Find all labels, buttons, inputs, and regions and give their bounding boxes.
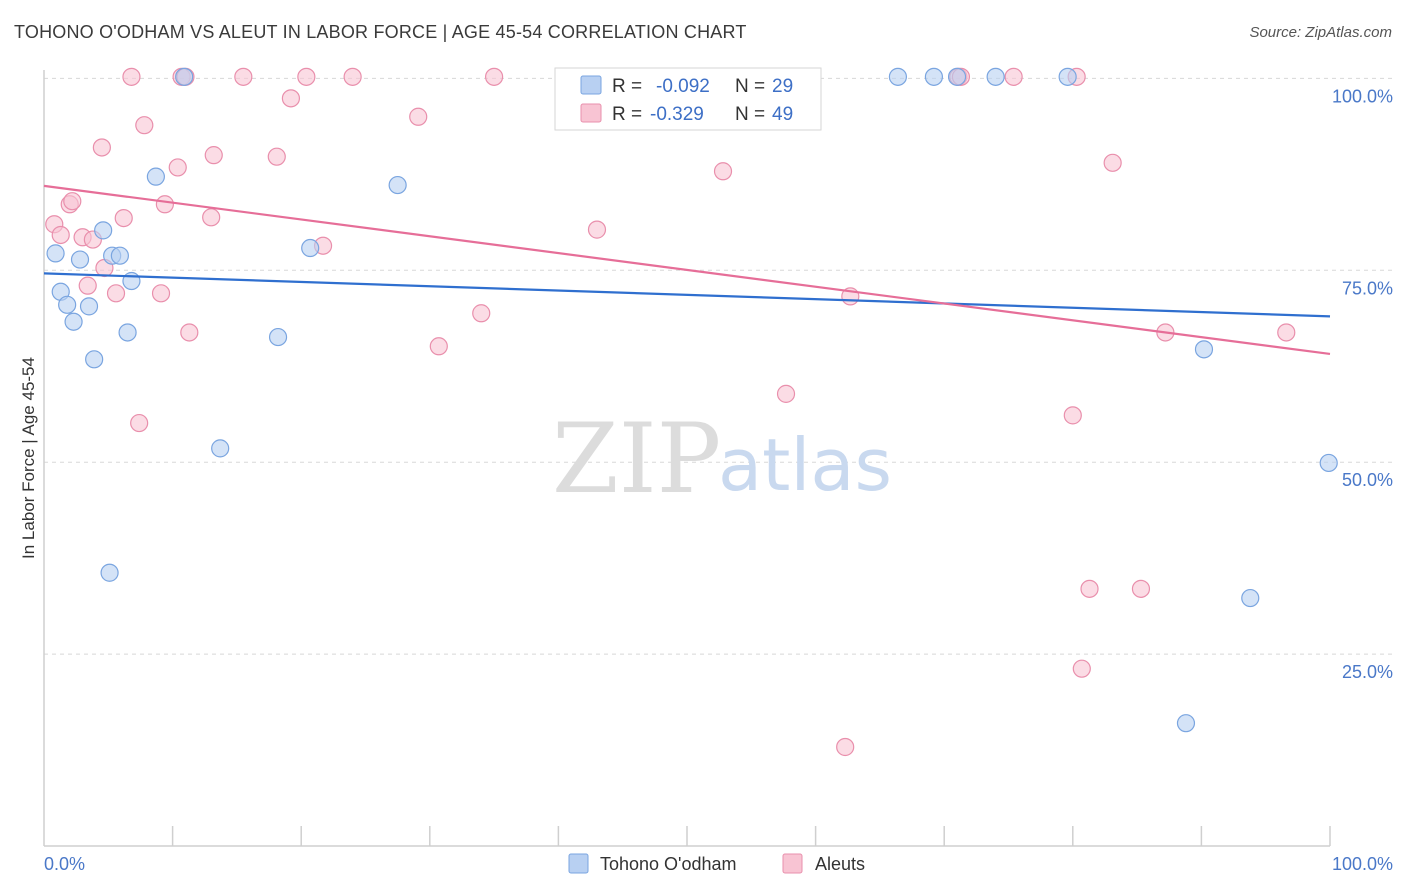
aleuts-point-46 xyxy=(1131,579,1151,598)
series-legend-label-aleuts: Aleuts xyxy=(815,854,865,874)
watermark-zip: ZIP xyxy=(552,403,721,515)
tohono-point-17 xyxy=(301,238,320,258)
legend-n-label-2: N = xyxy=(735,104,765,125)
aleuts-point-21 xyxy=(202,208,221,227)
tohono-point-10 xyxy=(110,246,129,265)
aleuts-point-32 xyxy=(587,220,607,239)
y-axis-label: In Labor Force | Age 45-54 xyxy=(19,357,38,559)
tohono-point-15 xyxy=(211,439,230,458)
aleuts-point-42 xyxy=(1063,406,1082,425)
tohono-point-8 xyxy=(100,563,119,582)
legend-r-value-1: -0.092 xyxy=(656,76,710,97)
tohono-points xyxy=(46,67,1338,733)
legend-swatch-pink xyxy=(580,103,602,123)
aleuts-point-43 xyxy=(1072,659,1091,678)
tohono-point-4 xyxy=(70,250,90,269)
tohono-point-18 xyxy=(388,175,407,195)
legend-r-label-2: R = xyxy=(612,104,642,125)
aleuts-point-29 xyxy=(429,337,448,356)
tohono-point-21 xyxy=(924,67,944,86)
aleuts-point-22 xyxy=(234,67,253,86)
aleuts-point-10 xyxy=(114,208,133,228)
y-tick-labels: 25.0% 50.0% 75.0% 100.0% xyxy=(1332,86,1393,682)
tohono-point-7 xyxy=(94,221,113,240)
aleuts-point-3 xyxy=(63,192,82,211)
legend-swatch-blue xyxy=(580,75,602,95)
aleuts-point-33 xyxy=(713,162,733,181)
aleuts-point-31 xyxy=(485,67,504,86)
aleuts-point-36 xyxy=(836,737,855,757)
aleuts-point-14 xyxy=(151,284,171,303)
legend-n-value-2: 49 xyxy=(772,104,793,125)
x-tick-label-left: 0.0% xyxy=(44,854,85,874)
tohono-point-27 xyxy=(1319,453,1338,473)
legend-r-value-2: -0.329 xyxy=(650,104,704,125)
tohono-point-26 xyxy=(1241,588,1260,608)
aleuts-point-11 xyxy=(122,67,141,86)
tohono-point-20 xyxy=(888,67,908,86)
y-tick-label-0: 25.0% xyxy=(1342,662,1393,682)
series-legend-label-tohono: Tohono O'odham xyxy=(600,854,737,874)
aleuts-point-44 xyxy=(1080,579,1099,598)
legend-n-label-1: N = xyxy=(735,76,765,97)
tohono-point-11 xyxy=(118,323,137,342)
aleuts-point-30 xyxy=(472,304,491,323)
aleuts-point-24 xyxy=(281,89,301,108)
tohono-point-14 xyxy=(175,67,194,86)
aleuts-point-6 xyxy=(78,276,97,295)
aleuts-point-13 xyxy=(135,116,154,135)
aleuts-point-35 xyxy=(776,384,796,403)
aleuts-point-23 xyxy=(267,147,286,166)
source-label: Source: ZipAtlas.com xyxy=(1249,24,1392,41)
aleuts-point-45 xyxy=(1103,153,1122,172)
tohono-point-16 xyxy=(268,327,288,347)
series-legend-swatch-aleuts xyxy=(782,853,803,874)
aleuts-point-27 xyxy=(343,67,362,86)
series-legend-swatch-tohono xyxy=(568,853,589,874)
legend-n-value-1: 29 xyxy=(772,76,793,97)
aleuts-point-1 xyxy=(51,225,70,245)
tohono-point-13 xyxy=(146,167,165,186)
legend-r-label-1: R = xyxy=(612,76,642,97)
tohono-point-22 xyxy=(947,67,967,86)
aleuts-point-7 xyxy=(92,138,111,157)
tohono-trend-line xyxy=(43,272,1331,318)
watermark: ZIP atlas xyxy=(552,403,892,515)
tohono-point-28 xyxy=(1176,714,1196,733)
tohono-point-3 xyxy=(64,312,83,331)
tohono-point-2 xyxy=(58,295,77,314)
aleuts-point-19 xyxy=(180,323,199,342)
aleuts-point-9 xyxy=(106,284,126,303)
stats-legend: R = -0.092 N = 29 R = -0.329 N = 49 xyxy=(554,67,822,131)
tohono-point-25 xyxy=(1194,340,1214,359)
tohono-point-5 xyxy=(79,297,99,316)
y-tick-label-3: 100.0% xyxy=(1332,86,1393,106)
tohono-point-24 xyxy=(1058,67,1077,86)
aleuts-point-48 xyxy=(1277,323,1296,342)
aleuts-trend-line xyxy=(43,184,1331,356)
y-tick-label-1: 50.0% xyxy=(1342,470,1393,490)
watermark-atlas: atlas xyxy=(718,423,892,507)
aleuts-point-20 xyxy=(204,146,223,165)
x-ticks xyxy=(171,826,1331,846)
chart-title: TOHONO O'ODHAM VS ALEUT IN LABOR FORCE |… xyxy=(14,22,747,42)
tohono-point-23 xyxy=(986,67,1005,86)
aleuts-point-16 xyxy=(168,158,187,177)
tohono-point-0 xyxy=(46,244,65,263)
tohono-point-6 xyxy=(85,350,104,369)
aleuts-point-15 xyxy=(155,195,174,214)
series-legend: Tohono O'odham Aleuts xyxy=(568,853,865,874)
trend-lines xyxy=(43,184,1331,356)
aleuts-point-12 xyxy=(130,413,149,433)
x-tick-label-right: 100.0% xyxy=(1332,854,1393,874)
aleuts-point-40 xyxy=(1004,67,1023,86)
aleuts-point-25 xyxy=(297,67,316,86)
y-tick-label-2: 75.0% xyxy=(1342,278,1393,298)
aleuts-point-28 xyxy=(409,107,428,126)
